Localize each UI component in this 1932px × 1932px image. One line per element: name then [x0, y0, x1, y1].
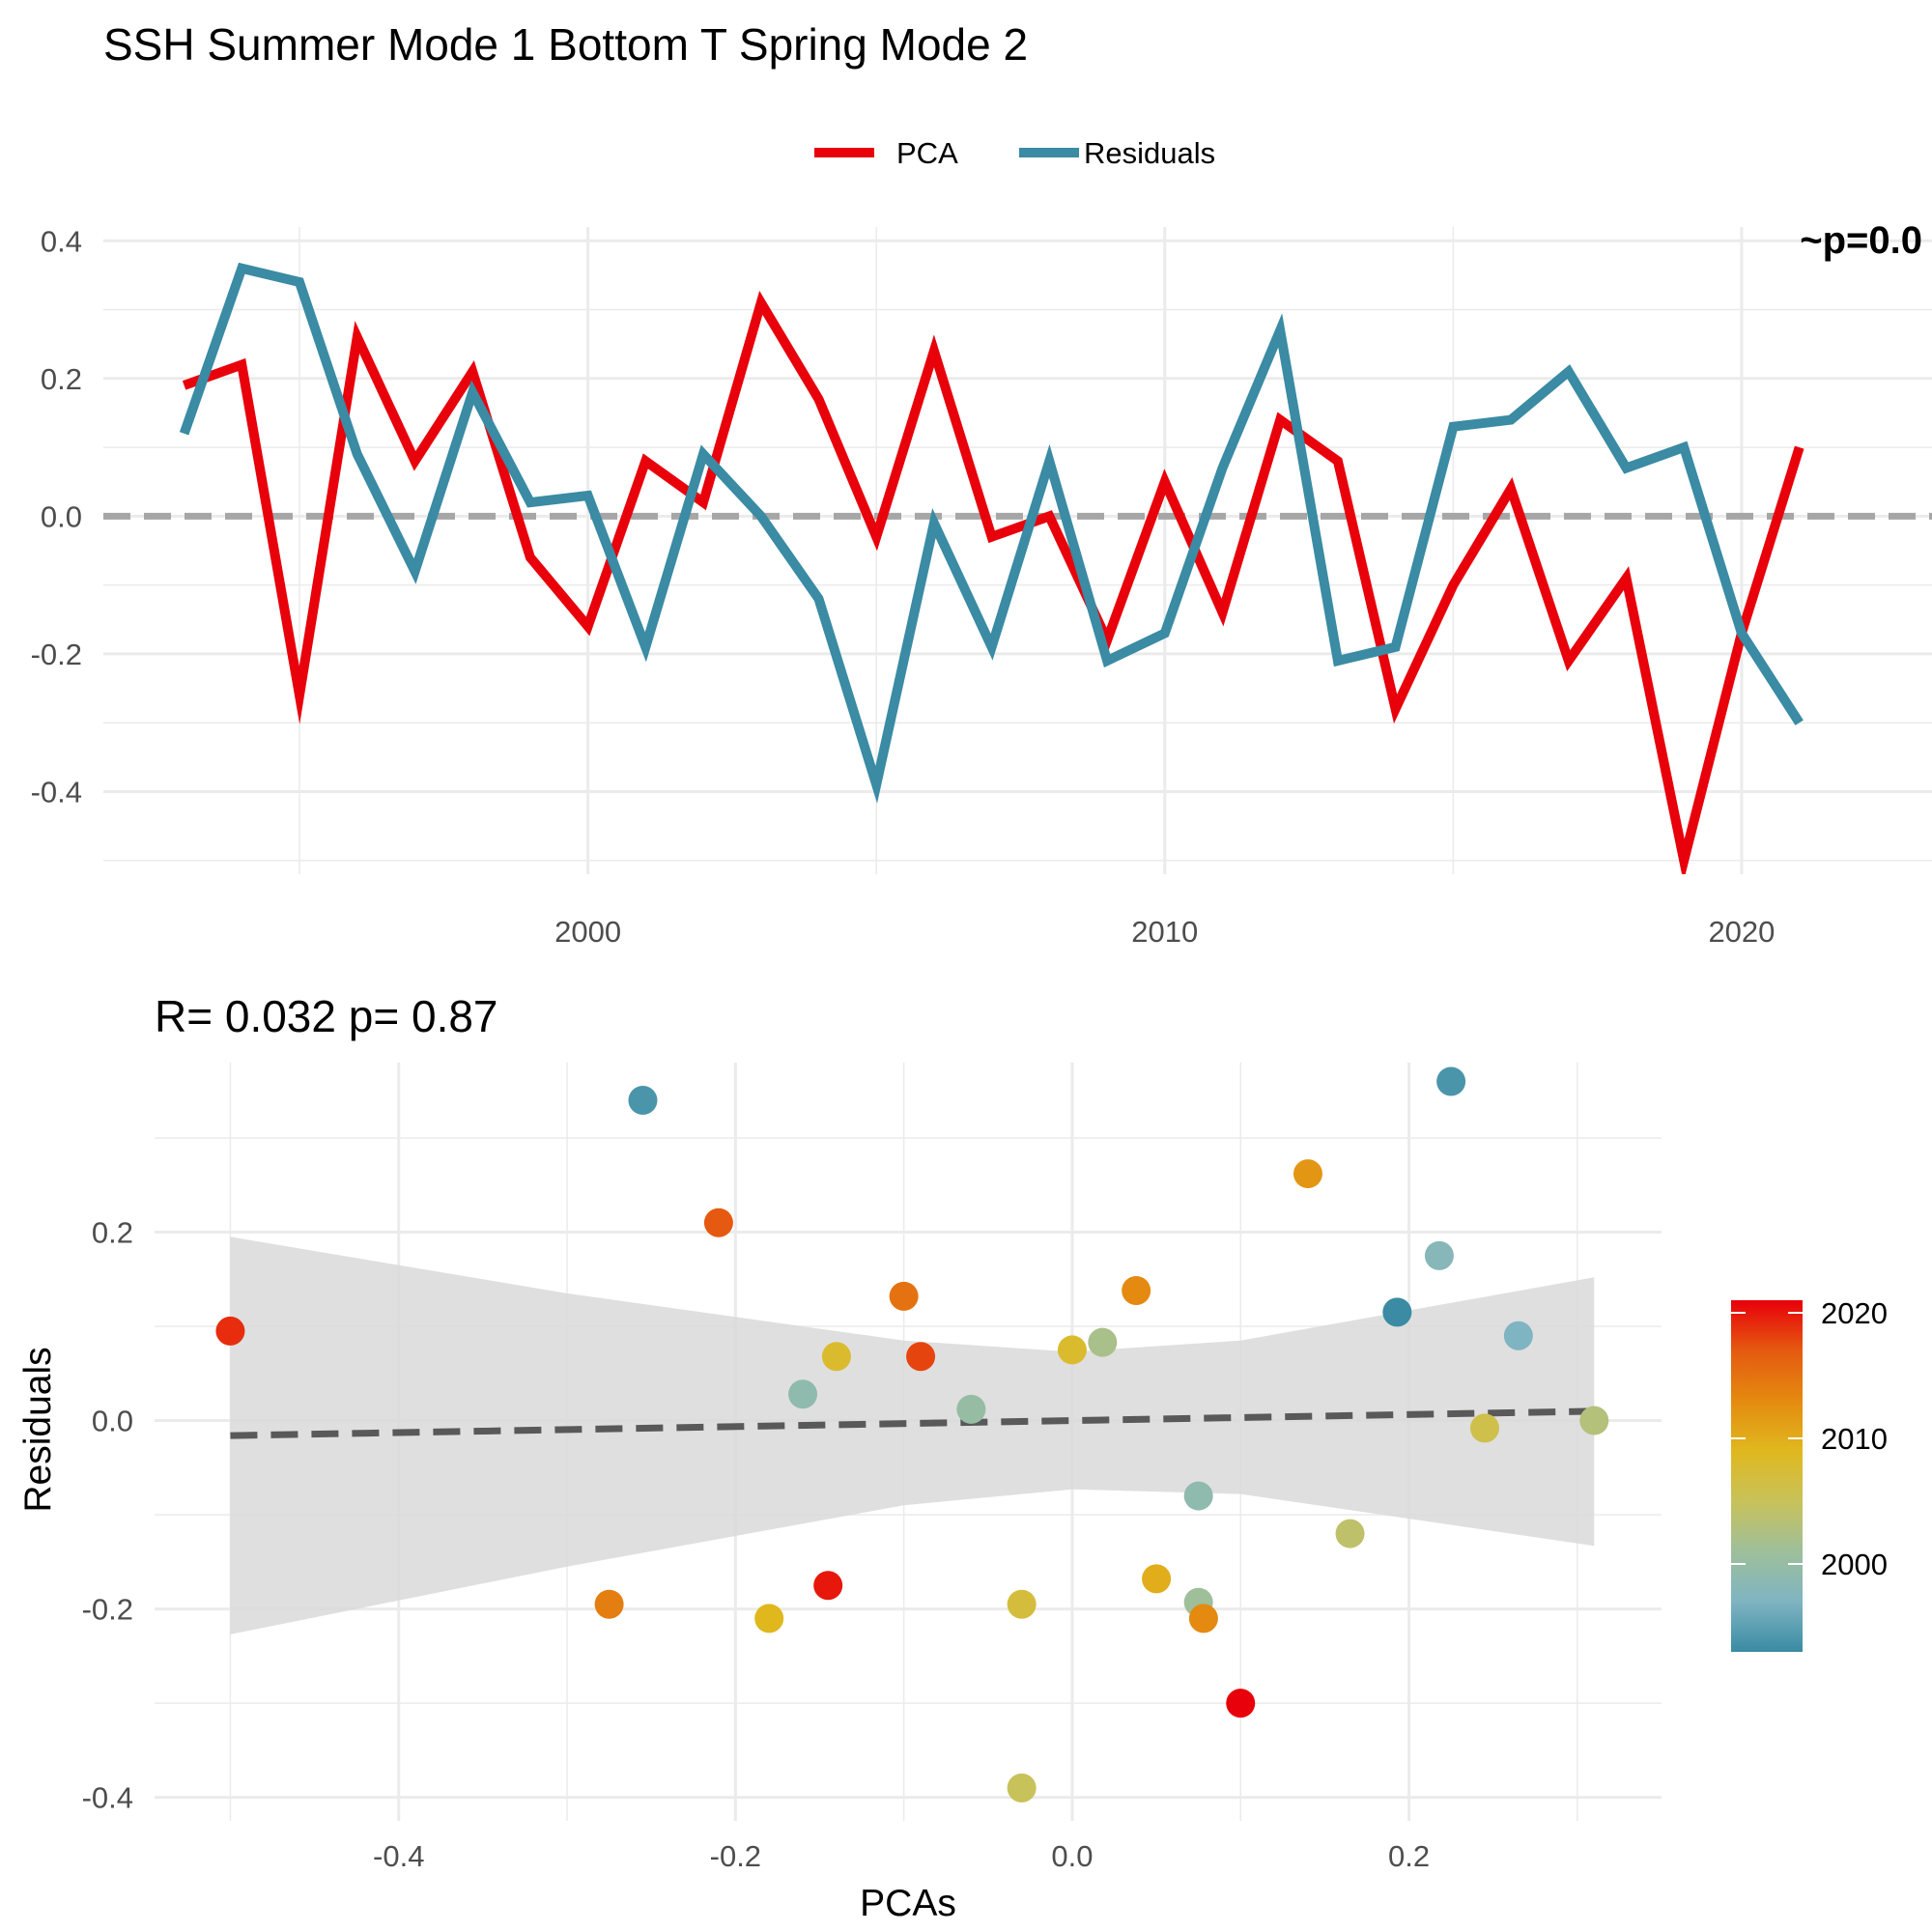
scatter-point: [821, 1342, 851, 1372]
x-tick-label: 0.0: [1051, 1839, 1093, 1873]
legend: PCA Residuals: [814, 136, 1215, 170]
scatter-point: [1226, 1689, 1256, 1719]
confidence-band: [230, 1236, 1595, 1634]
x-tick-label: 2000: [554, 915, 621, 949]
scatter-point: [1382, 1297, 1412, 1327]
scatter-point: [889, 1281, 919, 1311]
confidence-ribbon: [230, 1236, 1595, 1634]
scatter-point: [1183, 1481, 1213, 1511]
scatter-subtitle: R= 0.032 p= 0.87: [155, 991, 498, 1041]
scatter-point: [594, 1589, 624, 1619]
scatter-point: [1335, 1519, 1365, 1548]
x-tick-label: -0.2: [710, 1839, 761, 1873]
scatter-points: [215, 1066, 1609, 1803]
scatter-point: [1007, 1589, 1037, 1619]
scatter-point: [906, 1342, 936, 1372]
y-tick-label: 0.0: [92, 1405, 133, 1438]
scatter-point: [1469, 1413, 1499, 1443]
scatter-point: [956, 1394, 986, 1424]
scatter-point: [1436, 1066, 1466, 1096]
y-tick-label: -0.2: [31, 638, 82, 671]
scatter-point: [754, 1604, 784, 1634]
x-tick-label: 2020: [1708, 915, 1775, 949]
scatter-point: [1503, 1321, 1533, 1350]
color-scale-label: 2020: [1821, 1296, 1888, 1330]
color-scale-bar: [1731, 1300, 1803, 1652]
year-color-legend: 2020 2010 2000: [1731, 1296, 1888, 1652]
y-axis-title: Residuals: [17, 1347, 59, 1512]
scatter-point: [1122, 1275, 1151, 1305]
scatter-point: [1579, 1406, 1609, 1435]
x-tick-label: -0.4: [373, 1839, 424, 1873]
scatter-point: [1007, 1773, 1037, 1803]
scatter-point: [215, 1316, 245, 1346]
scatter-point: [1188, 1604, 1218, 1634]
y-tick-label: -0.4: [31, 775, 82, 809]
legend-residuals-label: Residuals: [1084, 136, 1215, 170]
y-tick-label: 0.4: [41, 224, 82, 258]
series-lines: [179, 262, 1804, 874]
chart-title: SSH Summer Mode 1 Bottom T Spring Mode 2: [103, 19, 1028, 70]
scatter-point: [1293, 1159, 1322, 1189]
scatter-point: [703, 1208, 733, 1237]
scatter-tick-labels: 0.2 0.0 -0.2 -0.4 -0.4 -0.2 0.0 0.2: [82, 1216, 1431, 1873]
scatter-point: [1057, 1335, 1087, 1365]
scatter-point: [1424, 1240, 1454, 1270]
y-tick-label: 0.2: [41, 362, 82, 396]
legend-pca-label: PCA: [896, 136, 958, 170]
corner-annotation: ~p=0.0: [1800, 219, 1922, 262]
y-tick-label: -0.4: [82, 1781, 133, 1815]
fit-line: [230, 1407, 1595, 1439]
regression-line: [230, 1407, 1595, 1439]
scatter-panel: R= 0.032 p= 0.87 0.20.0-0.2-0.4-0.4 -0.2 0…: [17, 991, 1662, 1924]
color-scale-ticks: 2020 2010 2000: [1731, 1296, 1888, 1581]
x-axis-title: PCAs: [860, 1883, 956, 1924]
scatter-point: [788, 1379, 818, 1409]
time-series-panel: 0.4 0.2 0.0 -0.2 -0.4 2000 2010 2020 ~p=0.0: [31, 219, 1932, 949]
x-tick-label: 2010: [1131, 915, 1198, 949]
color-scale-label: 2010: [1821, 1422, 1888, 1456]
y-tick-label: -0.2: [82, 1593, 133, 1627]
scatter-point: [628, 1086, 658, 1116]
y-tick-label: 0.2: [92, 1216, 133, 1250]
scatter-point: [1088, 1327, 1118, 1357]
x-tick-label: 0.2: [1388, 1839, 1430, 1873]
scatter-point: [813, 1571, 843, 1601]
top-tick-labels: 0.4 0.2 0.0 -0.2 -0.4 2000 2010 2020: [31, 224, 1776, 949]
y-tick-label: 0.0: [41, 499, 82, 533]
color-scale-label: 2000: [1821, 1548, 1888, 1581]
scatter-point: [1142, 1564, 1172, 1594]
